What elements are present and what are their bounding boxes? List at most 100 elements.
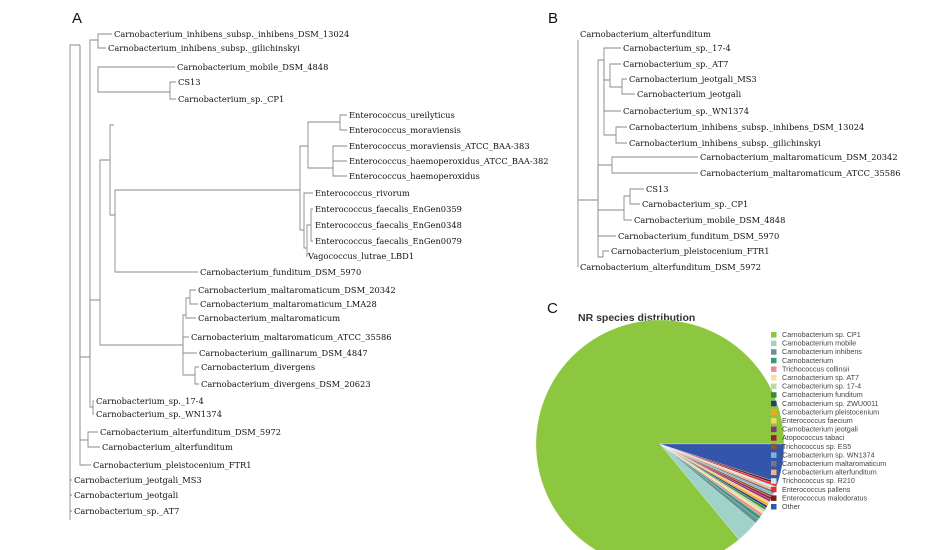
- tree-a-branch: [303, 230, 307, 249]
- tree-a-branch: [114, 215, 198, 273]
- tree-b-leaf: Carnobacterium_maltaromaticum_DSM_20342: [700, 152, 898, 163]
- legend-label: Trichococcus sp. R210: [782, 476, 855, 485]
- tree-b-branch: [602, 250, 609, 257]
- tree-a-branch: [182, 336, 189, 345]
- tree-a-leaf: Carnobacterium_sp._17-4: [96, 396, 204, 407]
- panel-a-label: A: [72, 10, 83, 27]
- tree-b-branch: [597, 164, 612, 200]
- tree-a-leaf: Carnobacterium_jeotgali_MS3: [74, 475, 202, 486]
- tree-b-leaf: Carnobacterium_alterfunditum_DSM_5972: [580, 262, 761, 273]
- tree-a-leaf: Carnobacterium_sp._WN1374: [96, 409, 222, 420]
- tree-b-leaf: Carnobacterium_jeotgali_MS3: [629, 74, 757, 85]
- legend-swatch: [771, 366, 777, 372]
- legend-swatch: [771, 504, 777, 510]
- tree-b-leaf: Carnobacterium_sp._WN1374: [623, 106, 749, 117]
- tree-b-branch: [603, 60, 621, 112]
- tree-a-leaf: Carnobacterium_pleistocenium_FTR1: [93, 460, 252, 471]
- legend-label: Carnobacterium funditum: [782, 390, 863, 399]
- tree-a-branch: [97, 33, 112, 49]
- legend-swatch: [771, 486, 777, 493]
- tree-a-branch: [89, 299, 100, 357]
- pie-slice: [659, 443, 785, 483]
- tree-a-branch: [310, 208, 313, 242]
- tree-b-leaf: Carnobacterium_jeotgali: [637, 89, 741, 100]
- tree-b-leaf: Carnobacterium_sp._17-4: [623, 43, 731, 54]
- tree-a-leaf: Enterococcus_faecalis_EnGen0359: [315, 204, 462, 215]
- tree-b-branch: [611, 156, 698, 174]
- legend-label: Carnobacterium sp. AT7: [782, 373, 859, 382]
- tree-a-branch: [306, 248, 308, 257]
- legend-swatch: [771, 340, 777, 347]
- tree-a-branch: [97, 81, 170, 93]
- tree-a-branch: [87, 431, 100, 448]
- pie-slices: [535, 319, 785, 550]
- tree-a-leaf: Enterococcus_rivorum: [315, 188, 410, 199]
- tree-a-leaf: Enterococcus_faecalis_EnGen0079: [315, 236, 462, 247]
- tree-b: Carnobacterium_alterfunditum Carnobacteri…: [577, 29, 901, 273]
- tree-a-branch: [306, 224, 311, 248]
- legend-label: Carnobacterium sp. ZWU0011: [782, 399, 879, 408]
- tree-a-leaf: Carnobacterium_maltaromaticum: [198, 313, 340, 324]
- legend-label: Carnobacterium pleistocenium: [782, 407, 879, 416]
- tree-b-branch: [621, 78, 635, 95]
- pie-chart: NR species distribution Carnobacterium s…: [535, 312, 886, 550]
- tree-b-leaf: Carnobacterium_mobile_DSM_4848: [634, 215, 785, 226]
- legend-swatch: [771, 461, 777, 467]
- tree-b-leaf: Carnobacterium_funditum_DSM_5970: [618, 231, 779, 242]
- tree-b-branch: [623, 195, 630, 210]
- legend-swatch: [771, 383, 777, 390]
- legend-label: Carnobacterium sp. WN1374: [782, 450, 875, 459]
- tree-b-leaf: Carnobacterium_sp._AT7: [623, 59, 728, 70]
- legend-swatch: [771, 443, 777, 450]
- legend-swatch: [771, 349, 777, 355]
- tree-a-leaf: Enterococcus_haemoperoxidus_ATCC_BAA-382: [349, 156, 549, 167]
- tree-b-branch: [623, 210, 632, 221]
- tree-a-branch: [185, 297, 190, 315]
- tree-a-branch: [70, 479, 72, 512]
- pie-slice: [535, 319, 785, 550]
- tree-a-branch: [114, 189, 300, 215]
- tree-a-branch: [299, 145, 308, 190]
- tree-a-branch: [332, 145, 347, 177]
- legend-label: Trichococcus sp. ES5: [782, 442, 851, 451]
- tree-a-leaf: Vagococcus_lutrae_LBD1: [307, 251, 414, 262]
- tree-a-branch: [92, 400, 94, 415]
- tree-b-leaf: Carnobacterium_inhibens_subsp._gilichins…: [629, 138, 821, 149]
- tree-b-leaf: Carnobacterium_pleistocenium_FTR1: [611, 246, 770, 257]
- tree-b-branch: [603, 47, 621, 60]
- tree-a-branch: [109, 160, 115, 216]
- panel-c-label: C: [547, 300, 558, 317]
- tree-a-leaf: Carnobacterium_maltaromaticum_LMA28: [200, 299, 377, 310]
- tree-a-branch: [99, 300, 183, 346]
- tree-b-branch: [615, 126, 627, 144]
- tree-a-branch: [339, 114, 347, 131]
- tree-a-branch: [79, 45, 90, 358]
- tree-a-branch: [299, 190, 304, 231]
- tree-a-leaf: CS13: [178, 77, 201, 87]
- legend-label: Enterococcus malodoratus: [782, 493, 868, 502]
- tree-a-leaf: Carnobacterium_sp._CP1: [178, 94, 284, 105]
- tree-a-leaf: Carnobacterium_maltaromaticum_DSM_20342: [198, 285, 396, 296]
- legend-swatch: [771, 357, 777, 364]
- tree-a-leaf: Enterococcus_ureilyticus: [349, 110, 455, 121]
- tree-a: Carnobacterium_inhibens_subsp._inhibens_…: [69, 29, 549, 520]
- tree-a-branch: [69, 44, 80, 520]
- legend-swatch: [771, 392, 777, 398]
- tree-b-branch: [609, 63, 621, 80]
- legend-label: Carnobacterium: [782, 356, 833, 365]
- tree-b-branch: [609, 80, 622, 88]
- legend-label: Carnobacterium inhibens: [782, 347, 862, 356]
- legend-swatch: [771, 469, 777, 476]
- legend-swatch: [771, 400, 777, 407]
- tree-a-branch: [194, 366, 199, 385]
- legend-label: Other: [782, 502, 801, 511]
- tree-a-branch: [99, 159, 110, 300]
- legend-label: Carnobacterium mobile: [782, 339, 856, 348]
- legend-swatch: [771, 375, 777, 381]
- legend-label: Carnobacterium alterfunditum: [782, 468, 877, 477]
- tree-a-leaf: Carnobacterium_funditum_DSM_5970: [200, 267, 361, 278]
- tree-a-leaf: Carnobacterium_alterfunditum_DSM_5972: [100, 427, 281, 438]
- legend-swatch: [771, 409, 777, 415]
